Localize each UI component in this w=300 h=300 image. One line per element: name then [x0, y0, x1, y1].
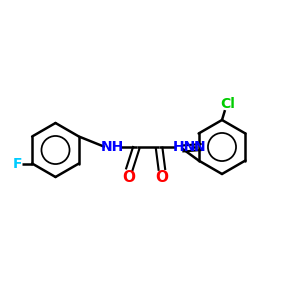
Text: O: O [122, 169, 136, 184]
Text: O: O [155, 169, 169, 184]
Text: Cl: Cl [220, 97, 236, 110]
Text: N: N [194, 140, 205, 154]
Text: HN: HN [173, 140, 196, 154]
Text: F: F [13, 157, 22, 170]
Text: NH: NH [101, 140, 124, 154]
